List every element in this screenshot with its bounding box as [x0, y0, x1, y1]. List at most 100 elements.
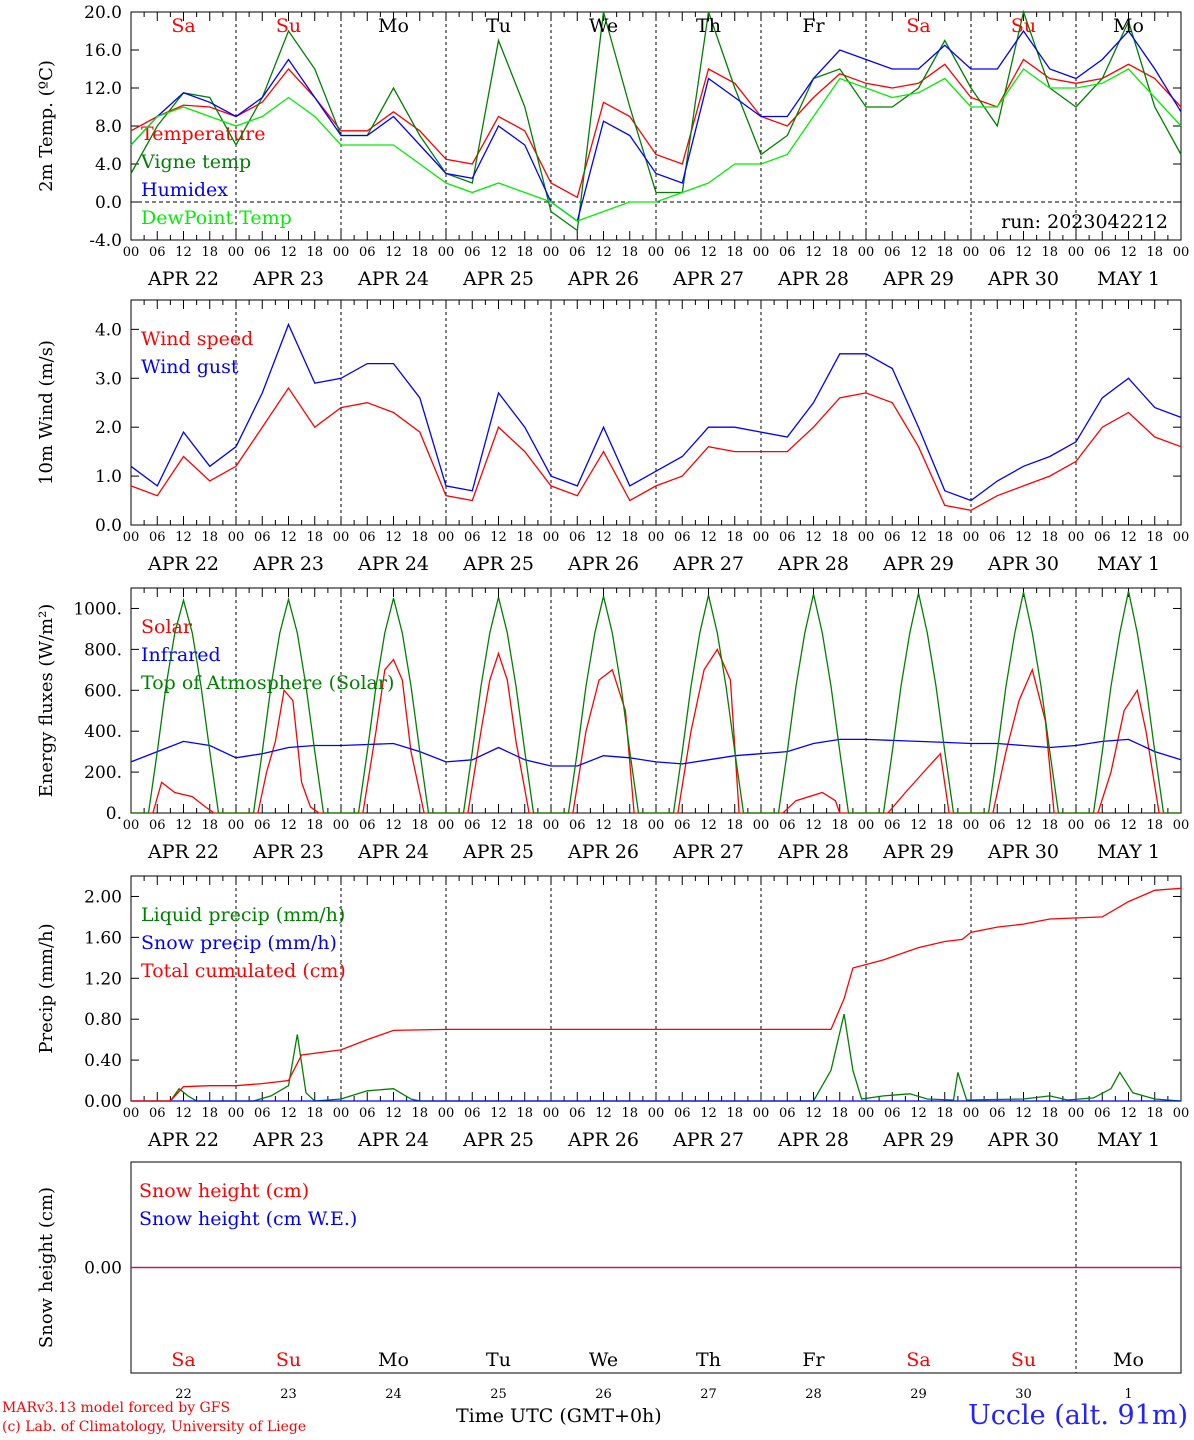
hour-tick-label: 12: [910, 1106, 927, 1121]
day-label: APR 23: [252, 841, 324, 863]
weekday-label: We: [589, 15, 618, 37]
weekday-label: Mo: [1113, 15, 1144, 37]
hour-tick-label: 06: [1094, 530, 1111, 545]
hour-tick-label: 00: [1068, 530, 1085, 545]
hour-tick-label: 00: [333, 818, 350, 833]
weekday-label: Fr: [802, 15, 825, 37]
weekday-label: Su: [1011, 15, 1036, 37]
y-tick-label: 2.00: [84, 887, 122, 907]
weekday-label: Su: [276, 15, 301, 37]
hour-tick-label: 12: [280, 245, 297, 260]
weekday-label: Fr: [802, 1349, 825, 1371]
hour-tick-label: 00: [648, 1106, 665, 1121]
hour-tick-label: 12: [385, 1106, 402, 1121]
hour-tick-label: 06: [464, 818, 481, 833]
hour-tick-label: 06: [254, 818, 271, 833]
day-number: 28: [805, 1387, 822, 1400]
day-label: APR 24: [357, 268, 429, 290]
hour-tick-label: 12: [1015, 818, 1032, 833]
hour-tick-label: 18: [726, 530, 743, 545]
hour-tick-label: 18: [936, 818, 953, 833]
hour-tick-label: 06: [674, 245, 691, 260]
hour-tick-label: 18: [201, 245, 218, 260]
hour-tick-label: 12: [490, 530, 507, 545]
hour-tick-label: 18: [411, 818, 428, 833]
hour-tick-label: 00: [1068, 245, 1085, 260]
hour-tick-label: 00: [858, 530, 875, 545]
weekday-label: Mo: [1113, 1349, 1144, 1371]
hour-tick-label: 12: [175, 530, 192, 545]
hour-tick-label: 00: [858, 818, 875, 833]
hour-tick-label: 06: [569, 818, 586, 833]
hour-tick-label: 18: [201, 1106, 218, 1121]
hour-tick-label: 12: [910, 245, 927, 260]
hour-tick-label: 18: [726, 245, 743, 260]
hour-tick-label: 00: [438, 1106, 455, 1121]
legend-entry: Solar: [141, 616, 193, 638]
series-line-top-of-atmosphere-solar-: [131, 590, 1181, 814]
hour-tick-label: 18: [1146, 818, 1163, 833]
hour-tick-label: 18: [516, 818, 533, 833]
hour-tick-label: 06: [464, 1106, 481, 1121]
y-axis-label: Precip (mm/h): [36, 923, 57, 1053]
day-label: APR 27: [672, 1129, 744, 1151]
day-label: APR 27: [672, 553, 744, 575]
hour-tick-label: 00: [123, 530, 140, 545]
y-tick-label: 1.20: [84, 969, 122, 989]
hour-tick-label: 06: [1094, 1106, 1111, 1121]
hour-tick-label: 18: [831, 1106, 848, 1121]
legend-entry: Vigne temp: [140, 151, 251, 173]
legend-entry: Snow height (cm): [139, 1180, 309, 1202]
hour-tick-label: 00: [963, 818, 980, 833]
hour-tick-label: 18: [516, 530, 533, 545]
legend-entry: Infrared: [141, 644, 221, 666]
hour-tick-label: 06: [779, 1106, 796, 1121]
hour-tick-label: 18: [621, 1106, 638, 1121]
day-label: APR 22: [147, 553, 219, 575]
hour-tick-label: 18: [201, 530, 218, 545]
hour-tick-label: 18: [1041, 530, 1058, 545]
station-name: Uccle (alt. 91m): [968, 1400, 1188, 1431]
series-line-infrared: [130, 738, 1182, 767]
hour-tick-label: 00: [438, 245, 455, 260]
lab-credit: (c) Lab. of Climatology, University of L…: [2, 1419, 307, 1435]
hour-tick-label: 06: [674, 1106, 691, 1121]
day-label: APR 29: [882, 1129, 954, 1151]
y-axis-label: 2m Temp. (ºC): [36, 60, 57, 192]
day-number: 23: [280, 1387, 297, 1400]
hour-tick-label: 12: [385, 530, 402, 545]
y-tick-label: 0.00: [84, 1259, 122, 1279]
hour-tick-label: 12: [595, 245, 612, 260]
y-tick-label: 0.80: [84, 1010, 122, 1030]
y-tick-label: 4.0: [95, 320, 122, 340]
hour-tick-label: 00: [858, 1106, 875, 1121]
hour-tick-label: 00: [1173, 1106, 1190, 1121]
hour-tick-label: 18: [936, 245, 953, 260]
weekday-label: Th: [696, 1349, 721, 1371]
day-label: APR 24: [357, 1129, 429, 1151]
weekday-label: Tu: [486, 15, 511, 37]
hour-tick-label: 12: [595, 818, 612, 833]
day-number: 24: [385, 1387, 402, 1400]
hour-tick-label: 18: [516, 245, 533, 260]
hour-tick-label: 06: [149, 818, 166, 833]
hour-tick-label: 00: [543, 530, 560, 545]
hour-tick-label: 06: [464, 245, 481, 260]
hour-tick-label: 12: [910, 818, 927, 833]
hour-tick-label: 12: [175, 818, 192, 833]
hour-tick-label: 18: [306, 1106, 323, 1121]
hour-tick-label: 12: [385, 245, 402, 260]
day-label: APR 25: [462, 1129, 534, 1151]
legend-entry: Total cumulated (cm): [141, 960, 346, 982]
series-line-wind-gust: [130, 322, 1182, 502]
hour-tick-label: 00: [1068, 818, 1085, 833]
hour-tick-label: 00: [858, 245, 875, 260]
hour-tick-label: 00: [753, 530, 770, 545]
hour-tick-label: 00: [333, 245, 350, 260]
hour-tick-label: 06: [884, 245, 901, 260]
hour-tick-label: 12: [1015, 1106, 1032, 1121]
weekday-label: Su: [276, 1349, 301, 1371]
hour-tick-label: 12: [490, 245, 507, 260]
day-label: APR 26: [567, 268, 639, 290]
hour-tick-label: 00: [228, 530, 245, 545]
